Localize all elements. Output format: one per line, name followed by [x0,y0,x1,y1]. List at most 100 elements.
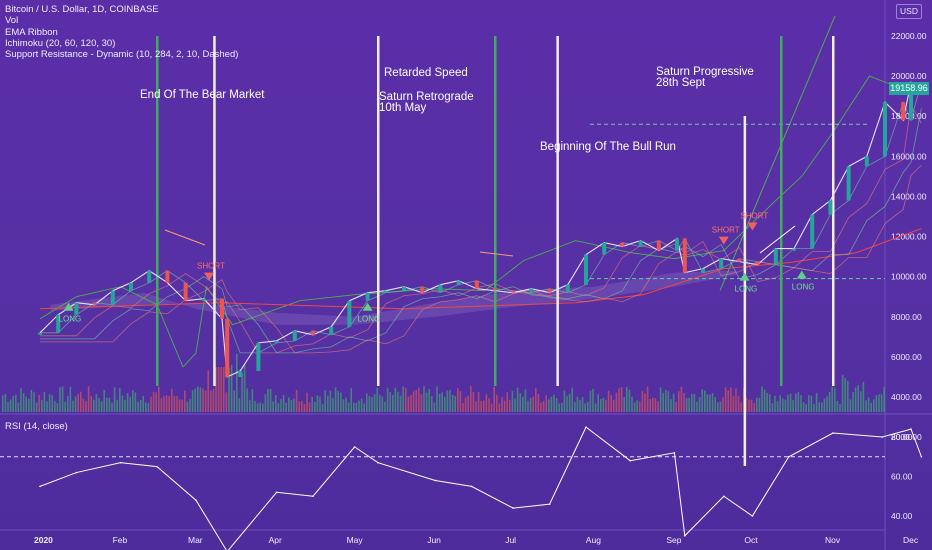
rsi-point [312,495,314,498]
volume-bar [600,398,602,412]
y-tick-label-4: 14000.00 [891,191,927,201]
volume-bar [841,374,844,412]
volume-bar [511,390,514,412]
price-candle [474,280,479,289]
volume-bar [631,396,633,412]
volume-bar [360,398,363,412]
volume-bar [503,400,506,412]
indicator-support-resistance[interactable]: Support Resistance - Dynamic (10, 284, 2… [5,49,239,61]
ema-ribbon-line [40,103,922,354]
volume-bar [527,400,529,412]
long-signal-marker [796,270,807,279]
volume-bar [293,398,295,412]
volume-bar [615,392,618,412]
volume-bar [207,370,209,412]
currency-button[interactable]: USD [896,4,922,19]
price-candle [438,284,443,293]
volume-bar [389,392,391,412]
price-candle [656,240,661,251]
volume-bar [748,399,750,412]
volume-bar [685,397,688,412]
volume-bar [584,403,586,412]
volume-bar [282,395,285,412]
volume-bar [124,399,126,412]
long-signal-label: LONG [735,285,758,294]
volume-bar [93,399,95,412]
volume-bar [189,399,191,412]
volume-bar [337,391,339,412]
volume-bar [306,392,308,412]
ichimoku-lagging-span [39,75,896,368]
volume-bar [85,400,87,412]
x-tick-label-11: Dec [903,535,919,545]
volume-bar [191,390,194,412]
price-candle [129,282,133,291]
volume-bar [750,399,753,412]
volume-bar [844,378,846,412]
volume-bar [308,402,311,412]
volume-bar [652,397,654,412]
volume-bar [610,395,612,412]
volume-bar [740,402,742,412]
indicator-vol[interactable]: Vol [5,15,19,27]
volume-bar [490,403,493,412]
volume-bar [613,399,615,412]
volume-bar [800,395,802,412]
price-candle [511,290,516,293]
volume-bar [254,400,256,412]
price-candle [56,314,61,333]
volume-bar [730,387,732,412]
indicator-ema-ribbon[interactable]: EMA Ribbon [5,26,58,38]
volume-bar [181,399,183,412]
volume-bar [719,401,722,412]
rsi-point [751,515,754,517]
volume-bar [108,397,111,412]
volume-bar [17,402,20,412]
volume-bar [592,388,594,412]
price-candle [183,282,188,301]
volume-bar [797,392,800,412]
rsi-point [673,452,676,454]
annotation-end-bear-market: End Of The Bear Market [140,89,265,101]
volume-bar [223,367,225,412]
volume-bar [376,387,378,412]
volume-bar [298,401,300,412]
volume-bar [194,388,196,412]
volume-bar [204,390,207,412]
rsi-point [684,534,686,537]
short-signal-marker [718,236,729,245]
price-candle [493,288,497,291]
volume-bar [158,386,160,412]
volume-bar [386,387,389,412]
volume-bar [839,403,841,412]
volume-bar [761,386,763,412]
x-tick-label-0: 2020 [34,535,53,545]
volume-bar [524,389,527,412]
price-candle [602,242,607,255]
x-tick-label-7: Aug [586,535,601,545]
volume-bar [410,395,412,412]
last-price-tag: 19158.96 [889,82,929,95]
price-candle [547,288,552,293]
volume-bar [498,403,501,412]
volume-bar [41,399,43,412]
volume-bar [168,396,170,412]
x-tick-label-10: Nov [825,535,841,545]
volume-bar [589,390,592,412]
volume-bar [428,389,430,412]
annotation-vline [377,36,380,386]
volume-bar [126,393,129,412]
short-signal-label: SHORT [740,212,768,221]
volume-bar [670,399,672,412]
volume-bar [30,389,33,412]
price-candle [901,102,906,121]
volume-bar [25,396,27,412]
price-candle [456,280,461,285]
volume-bar [285,402,287,412]
volume-bar [594,403,597,412]
price-candle [292,330,297,341]
indicator-ichimoku[interactable]: Ichimoku (20, 60, 120, 30) [5,37,116,49]
price-candle [737,258,742,262]
volume-bar [795,393,797,412]
volume-bar [132,390,134,412]
